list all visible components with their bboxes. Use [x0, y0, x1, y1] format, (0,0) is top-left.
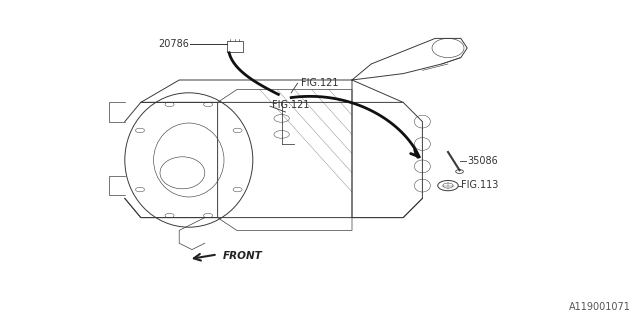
Text: A119001071: A119001071 — [568, 302, 630, 312]
Text: 35086: 35086 — [467, 156, 498, 166]
Text: FIG.121: FIG.121 — [301, 77, 339, 88]
Text: 20786: 20786 — [158, 39, 189, 49]
Text: FIG.113: FIG.113 — [461, 180, 498, 190]
Text: FRONT: FRONT — [223, 251, 262, 261]
Bar — [227, 41, 243, 52]
Text: FIG.121: FIG.121 — [272, 100, 310, 110]
